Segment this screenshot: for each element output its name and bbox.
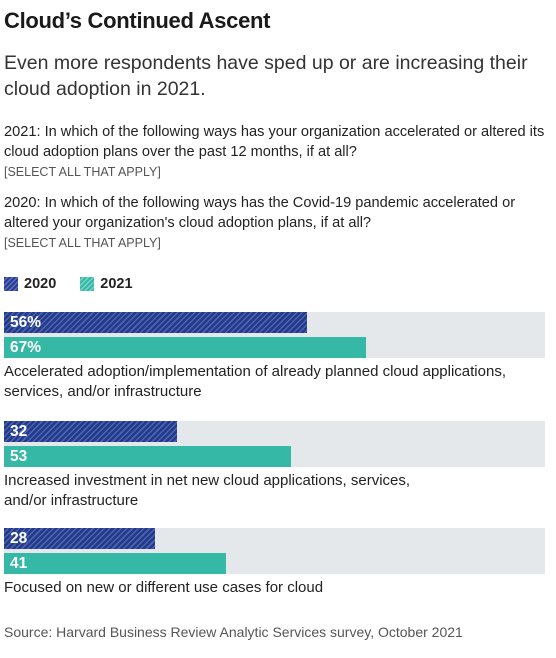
bar-value-label: 28 [10,530,28,547]
legend-swatch-2021 [80,277,95,291]
question-2021-text: 2021: In which of the following ways has… [4,124,545,160]
question-2020-note: [SELECT ALL THAT APPLY] [4,236,161,250]
category-label: Focused on new or different use cases fo… [4,579,324,596]
bar-2020: 32 [4,421,178,442]
chart-title: Cloud’s Continued Ascent [4,8,271,33]
bar-value-label: 32 [10,423,28,440]
category-label: Increased investment in net new cloud ap… [4,472,411,509]
question-2020-text: 2020: In which of the following ways has… [4,195,516,231]
source-note: Source: Harvard Business Review Analytic… [4,624,463,640]
question-2021-note: [SELECT ALL THAT APPLY] [4,165,161,179]
legend-item-2020: 2020 [4,276,56,292]
bar-value-label: 67% [10,339,42,356]
bar-value-label: 41 [10,555,28,572]
bar-2020: 28 [4,528,156,549]
legend-label-2020: 2020 [24,276,57,292]
legend-swatch-2020 [4,277,18,291]
bar-2020: 56% [4,312,307,333]
bar-2021: 67% [4,337,367,358]
question-2020: 2020: In which of the following ways has… [4,193,552,253]
legend-label-2021: 2021 [100,276,133,292]
bar-2021: 53 [4,446,291,467]
legend-item-2021: 2021 [80,276,133,292]
category-label: Accelerated adoption/implementation of a… [4,363,506,400]
bar-value-label: 56% [10,314,42,331]
bar-value-label: 53 [10,448,28,465]
question-2021: 2021: In which of the following ways has… [4,122,552,182]
bar-2021: 41 [4,553,226,574]
legend: 2020 2021 [4,276,157,292]
chart-subtitle: Even more respondents have sped up or ar… [4,52,528,100]
